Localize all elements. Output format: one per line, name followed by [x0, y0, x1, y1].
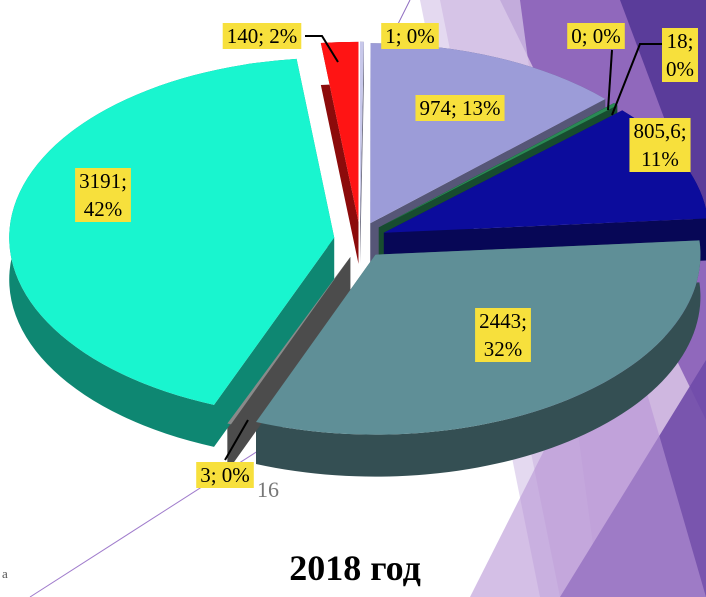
- data-labels: 1; 0% 974; 13% 0; 0% 18; 0% 805,6; 11% 2443; 32%…: [75, 23, 698, 488]
- data-label: 3; 0%: [200, 463, 250, 487]
- leader-line: [611, 43, 662, 116]
- slice-side: [320, 41, 359, 264]
- slice: [383, 110, 706, 233]
- data-label-box: [415, 95, 505, 121]
- slice: [227, 256, 351, 425]
- data-label-box: [381, 23, 439, 49]
- data-label: 3191; 42%: [79, 169, 127, 221]
- slice-side: [360, 41, 364, 264]
- data-label-box: [662, 28, 698, 82]
- data-label-box: [567, 23, 625, 49]
- data-label: 18; 0%: [666, 29, 694, 81]
- data-label: 974; 13%: [419, 96, 500, 120]
- data-label-box: [75, 168, 131, 222]
- data-label-box: [222, 23, 302, 49]
- data-label-box: [196, 462, 254, 488]
- slide-number: 16: [257, 477, 279, 502]
- slice: [370, 43, 606, 224]
- pie: [9, 41, 706, 477]
- data-label: 0; 0%: [571, 24, 621, 48]
- leader-line: [607, 49, 613, 111]
- data-label-box: [629, 118, 691, 172]
- chart-title: 2018 год: [289, 548, 421, 588]
- data-label: 2443; 32%: [479, 309, 527, 361]
- slice: [320, 41, 359, 222]
- leader-line: [224, 419, 249, 461]
- leader-line: [305, 35, 339, 63]
- slice-side: [227, 256, 351, 467]
- data-label: 805,6; 11%: [633, 119, 686, 171]
- data-label: 140; 2%: [227, 24, 298, 48]
- data-label-box: [475, 308, 531, 362]
- slice: [9, 58, 335, 405]
- data-label: 1; 0%: [385, 24, 435, 48]
- corner-text: а: [2, 566, 8, 581]
- slice: [360, 41, 364, 222]
- slice: [378, 103, 618, 228]
